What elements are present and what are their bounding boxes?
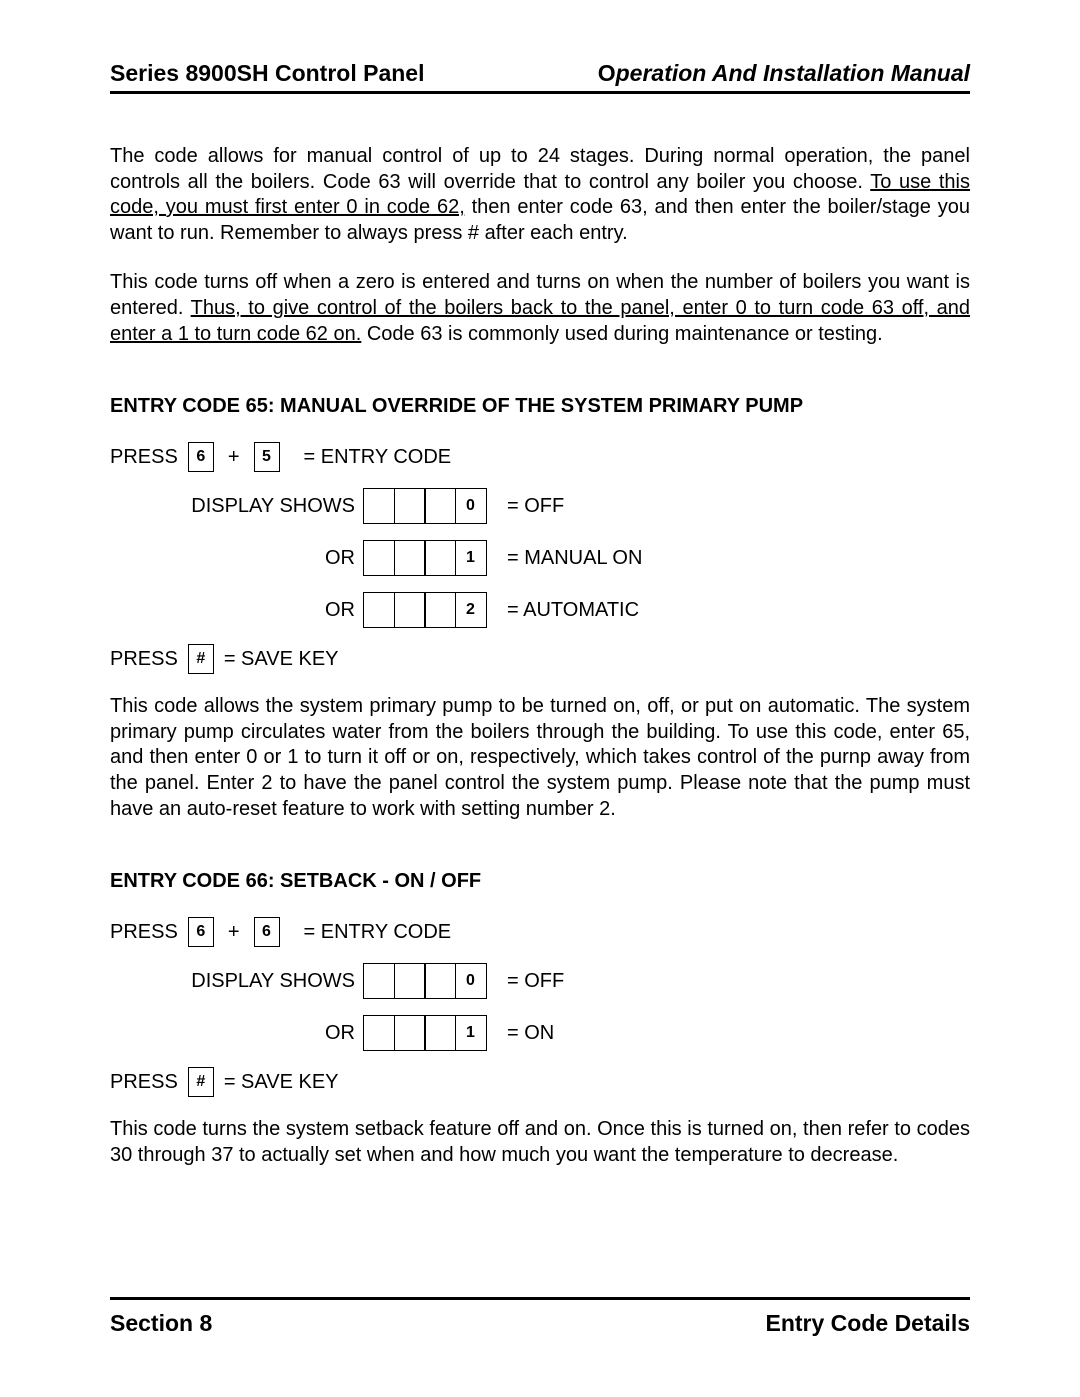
meaning-label: = OFF: [507, 495, 564, 518]
display-group: 2: [363, 592, 485, 628]
or-text: OR: [325, 547, 355, 570]
code65-save-row: PRESS # = SAVE KEY: [110, 644, 970, 674]
code66-save-row: PRESS # = SAVE KEY: [110, 1067, 970, 1097]
press-label: PRESS: [110, 1071, 178, 1094]
key-5: 5: [254, 442, 280, 472]
or-label: OR: [110, 599, 355, 622]
plus-sign: +: [228, 921, 240, 944]
press-label: PRESS: [110, 921, 178, 944]
display-shows-text: DISPLAY SHOWS: [191, 495, 355, 518]
display-digit-blank: [363, 592, 395, 628]
display-shows-text: DISPLAY SHOWS: [191, 970, 355, 993]
display-digit-blank: [424, 488, 456, 524]
entry-code-66-title: ENTRY CODE 66: SETBACK - ON / OFF: [110, 870, 970, 893]
or-text: OR: [325, 1022, 355, 1045]
entry-code-66-block: PRESS 6 + 6 = ENTRY CODE DISPLAY SHOWS 0…: [110, 917, 970, 1097]
code66-display-row-1: OR 1 = ON: [110, 1015, 970, 1051]
display-digit-blank: [363, 488, 395, 524]
code65-display-row-1: OR 1 = MANUAL ON: [110, 540, 970, 576]
display-digit-blank: [394, 963, 426, 999]
key-6: 6: [254, 917, 280, 947]
press-label: PRESS: [110, 446, 178, 469]
meaning-label: = AUTOMATIC: [507, 599, 639, 622]
entry-code-label: = ENTRY CODE: [304, 921, 452, 944]
header-right: Operation And Installation Manual: [598, 60, 970, 87]
display-digit-blank: [394, 592, 426, 628]
display-digit-value: 0: [455, 488, 487, 524]
display-shows-label: DISPLAY SHOWS: [110, 495, 355, 518]
entry-code-65-title: ENTRY CODE 65: MANUAL OVERRIDE OF THE SY…: [110, 395, 970, 418]
display-group: 0: [363, 488, 485, 524]
meaning-label: = OFF: [507, 970, 564, 993]
display-digit-blank: [363, 963, 395, 999]
code65-press-row: PRESS 6 + 5 = ENTRY CODE: [110, 442, 970, 472]
header-right-italic: peration And Installation Manual: [616, 60, 970, 86]
header-right-bold: O: [598, 60, 616, 86]
code66-press-row: PRESS 6 + 6 = ENTRY CODE: [110, 917, 970, 947]
save-key-label: = SAVE KEY: [224, 648, 339, 671]
display-digit-value: 2: [455, 592, 487, 628]
entry-code-65-block: PRESS 6 + 5 = ENTRY CODE DISPLAY SHOWS 0…: [110, 442, 970, 674]
key-hash: #: [188, 1067, 214, 1097]
meaning-label: = MANUAL ON: [507, 547, 642, 570]
display-digit-blank: [424, 963, 456, 999]
header-left: Series 8900SH Control Panel: [110, 60, 424, 87]
code66-display-row-0: DISPLAY SHOWS 0 = OFF: [110, 963, 970, 999]
display-digit-blank: [363, 540, 395, 576]
display-digit-value: 1: [455, 1015, 487, 1051]
page: Series 8900SH Control Panel Operation An…: [0, 0, 1080, 1397]
p1-pre: The code allows for manual control of up…: [110, 145, 970, 193]
header-rule: [110, 91, 970, 94]
display-group: 1: [363, 540, 485, 576]
intro-paragraph-1: The code allows for manual control of up…: [110, 144, 970, 246]
footer-right: Entry Code Details: [766, 1310, 971, 1337]
display-digit-blank: [424, 1015, 456, 1051]
plus-sign: +: [228, 446, 240, 469]
footer-left: Section 8: [110, 1310, 212, 1337]
or-text: OR: [325, 599, 355, 622]
page-footer: Section 8 Entry Code Details: [110, 1297, 970, 1337]
key-hash: #: [188, 644, 214, 674]
key-6: 6: [188, 442, 214, 472]
display-group: 1: [363, 1015, 485, 1051]
footer-rule: [110, 1297, 970, 1300]
press-label: PRESS: [110, 648, 178, 671]
display-digit-blank: [394, 1015, 426, 1051]
or-label: OR: [110, 547, 355, 570]
display-digit-blank: [424, 540, 456, 576]
key-6: 6: [188, 917, 214, 947]
save-key-label: = SAVE KEY: [224, 1071, 339, 1094]
display-shows-label: DISPLAY SHOWS: [110, 970, 355, 993]
code65-display-row-2: OR 2 = AUTOMATIC: [110, 592, 970, 628]
display-digit-value: 0: [455, 963, 487, 999]
code65-paragraph: This code allows the system primary pump…: [110, 694, 970, 822]
or-label: OR: [110, 1022, 355, 1045]
display-digit-blank: [424, 592, 456, 628]
display-group: 0: [363, 963, 485, 999]
display-digit-blank: [394, 488, 426, 524]
page-header: Series 8900SH Control Panel Operation An…: [110, 60, 970, 87]
code66-paragraph: This code turns the system setback featu…: [110, 1117, 970, 1168]
display-digit-value: 1: [455, 540, 487, 576]
code65-display-row-0: DISPLAY SHOWS 0 = OFF: [110, 488, 970, 524]
p2-post: Code 63 is commonly used during maintena…: [361, 323, 882, 345]
display-digit-blank: [394, 540, 426, 576]
entry-code-label: = ENTRY CODE: [304, 446, 452, 469]
intro-paragraph-2: This code turns off when a zero is enter…: [110, 270, 970, 347]
footer-row: Section 8 Entry Code Details: [110, 1310, 970, 1337]
display-digit-blank: [363, 1015, 395, 1051]
meaning-label: = ON: [507, 1022, 554, 1045]
